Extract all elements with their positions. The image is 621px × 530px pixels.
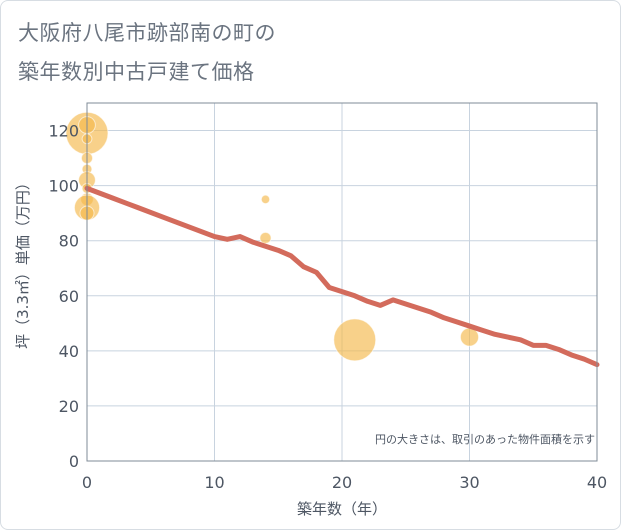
y-tick-label: 20 (59, 397, 79, 416)
size-note: 円の大きさは、取引のあった物件面積を示す (375, 432, 595, 446)
plot-frame (86, 102, 598, 462)
bubble (259, 231, 272, 245)
gridlines (87, 103, 597, 461)
trend-line (84, 185, 600, 368)
x-tick-label: 40 (587, 473, 607, 492)
bubble (333, 318, 377, 362)
y-tick-label: 60 (59, 287, 79, 306)
x-axis-label: 築年数（年） (297, 500, 387, 518)
y-tick-label: 80 (59, 232, 79, 251)
bubble (260, 194, 271, 205)
y-tick-label: 0 (69, 452, 79, 471)
y-tick-label: 120 (48, 122, 79, 141)
y-axis-label: 坪（3.3㎡）単価（万円） (14, 175, 32, 349)
x-tick-label: 30 (459, 473, 479, 492)
bubbles (65, 111, 480, 362)
tick-labels: 0 10 20 30 40 0 20 40 60 80 100 120 (48, 122, 607, 492)
trend-layer (84, 185, 600, 368)
x-tick-label: 20 (332, 473, 352, 492)
x-tick-label: 0 (82, 473, 92, 492)
chart-title-line1: 大阪府八尾市跡部南の町の (18, 21, 276, 45)
x-tick-label: 10 (204, 473, 224, 492)
y-tick-label: 40 (59, 342, 79, 361)
chart-title-line2: 築年数別中古戸建て価格 (18, 60, 255, 84)
y-tick-label: 100 (48, 177, 79, 196)
